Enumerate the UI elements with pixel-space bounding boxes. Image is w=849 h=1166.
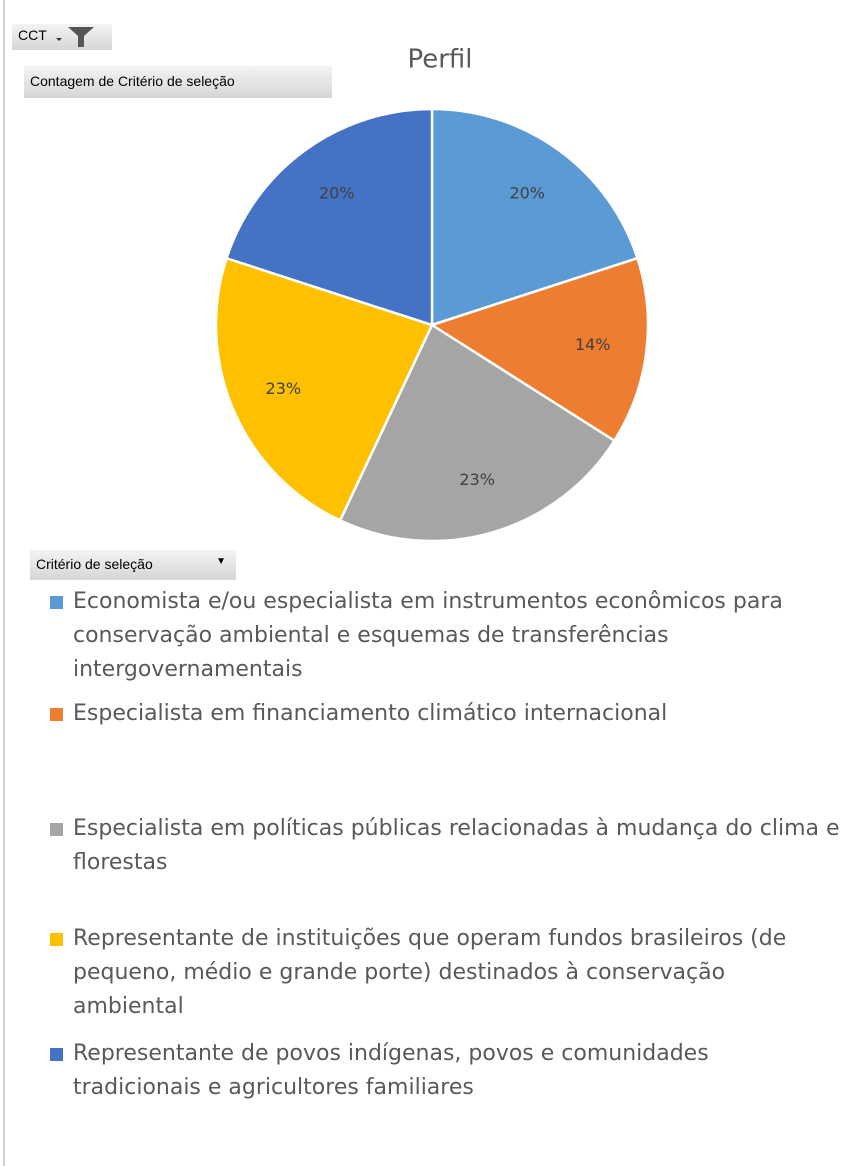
value-field-button[interactable]: Contagem de Critério de seleção [24,66,332,98]
pie: 20% 14% 23% 23% 20% [214,107,650,543]
legend-label: Especialista em políticas públicas relac… [73,816,840,875]
legend-entry: Economista e/ou especialista em instrume… [50,585,840,687]
legend-entry: Representante de povos indígenas, povos … [50,1037,840,1105]
dropdown-arrow: ▼ [216,556,226,567]
legend-entry: Especialista em financiamento climático … [50,697,840,731]
legend-swatch [50,708,63,721]
legend-label: Representante de instituições que operam… [73,926,787,1019]
axis-field-button[interactable]: Critério de seleção ▼ [30,550,236,580]
legend-label: Especialista em financiamento climático … [73,701,668,726]
legend-entry: Representante de instituições que operam… [50,922,840,1024]
chart-title: Perfil [407,45,472,75]
pie-slice [224,107,434,327]
pie-slice [429,256,650,443]
legend-entry: Especialista em políticas públicas relac… [50,812,840,880]
legend-label: Economista e/ou especialista em instrume… [73,589,783,682]
data-label: 14% [575,335,611,354]
filter-icon [56,27,94,47]
pie-slice [214,256,434,523]
axis-field-label: Critério de seleção [36,556,153,572]
legend-swatch [50,1048,63,1061]
data-label: 23% [459,470,495,489]
legend-swatch [50,823,63,836]
data-label: 20% [319,183,355,202]
pie-slice [338,323,617,543]
filter-button[interactable]: CCT [12,24,112,50]
data-label: 23% [266,379,302,398]
filter-button-label: CCT [18,27,47,43]
legend-swatch [50,933,63,946]
legend-swatch [50,596,63,609]
legend-label: Representante de povos indígenas, povos … [73,1041,709,1100]
pie-slice [430,107,640,327]
data-label: 20% [509,183,545,202]
